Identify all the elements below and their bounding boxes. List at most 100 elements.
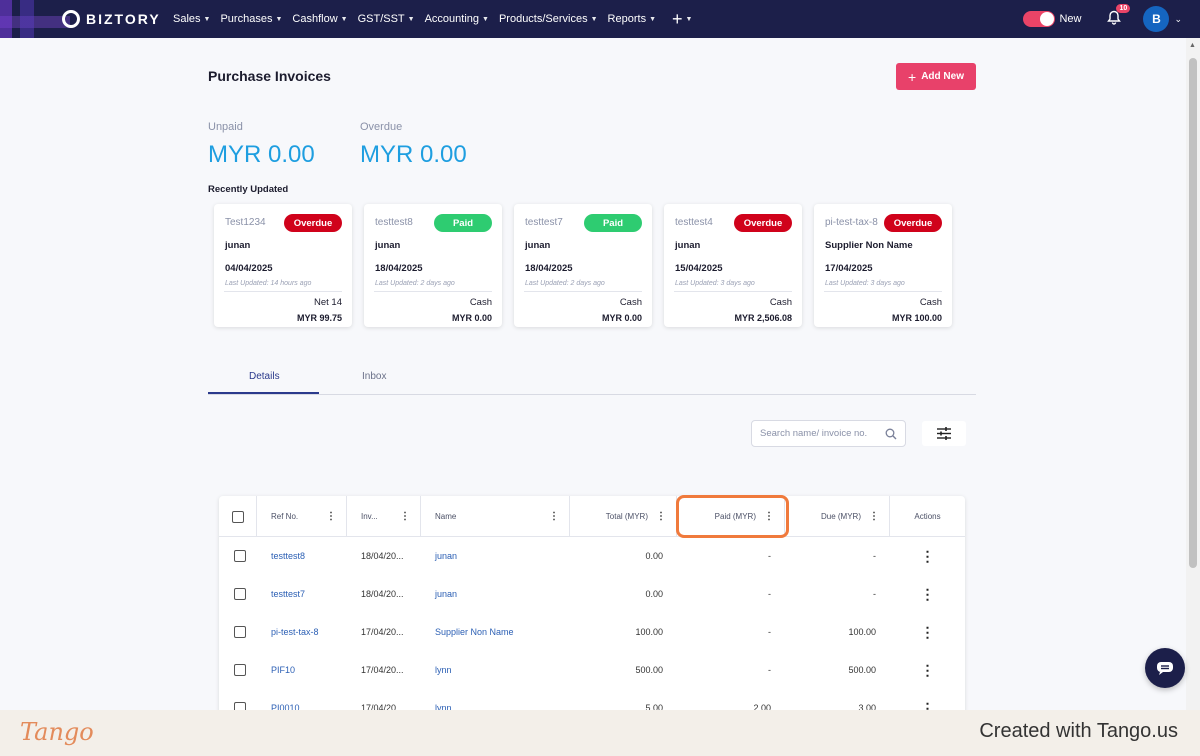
notifications-button[interactable]: 10 [1107, 3, 1131, 29]
row-checkbox[interactable] [234, 550, 246, 562]
header-total[interactable]: Total (MYR) ⋮ [570, 496, 677, 537]
header-ref-no[interactable]: Ref No. ⋮ [257, 496, 347, 537]
supplier-name-link[interactable]: junan [435, 551, 458, 561]
logo-mark-icon [62, 10, 80, 28]
column-menu-icon[interactable]: ⋮ [869, 511, 879, 522]
recent-invoice-card[interactable]: testtest4 Overdue junan 15/04/2025 Last … [664, 204, 802, 327]
ref-no-link[interactable]: testtest8 [271, 551, 306, 561]
scroll-up-arrow-icon[interactable]: ▲ [1189, 42, 1196, 49]
add-new-button[interactable]: + Add New [896, 63, 976, 90]
search-box [751, 420, 906, 447]
top-navbar: BIZTORY Sales ▼ Purchases ▼ Cashflow ▼ GST/… [0, 0, 1200, 38]
nav-accounting-label: Accounting [424, 13, 480, 25]
card-ref: testtest7 [525, 217, 563, 228]
plus-icon: + [672, 8, 683, 29]
supplier-name-link[interactable]: lynn [435, 703, 452, 713]
total-value: 100.00 [635, 627, 663, 637]
card-last-updated: Last Updated: 2 days ago [375, 280, 455, 287]
recent-invoice-card[interactable]: testtest7 Paid junan 18/04/2025 Last Upd… [514, 204, 652, 327]
ref-no-link[interactable]: pi-test-tax-8 [271, 627, 319, 637]
brand-logo[interactable]: BIZTORY [0, 0, 160, 38]
new-ui-toggle[interactable] [1023, 11, 1056, 27]
search-input[interactable] [760, 428, 878, 439]
header-name[interactable]: Name ⋮ [421, 496, 570, 537]
tango-logo: Tango [20, 718, 94, 746]
avatar[interactable]: B [1143, 6, 1170, 32]
nav-reports[interactable]: Reports ▼ [603, 13, 661, 25]
table-row[interactable]: PIF10 17/04/20... lynn 500.00 - 500.00 ⋮ [219, 651, 965, 689]
card-divider [524, 291, 642, 292]
row-actions-menu-icon[interactable]: ⋮ [920, 585, 935, 602]
row-actions-menu-icon[interactable]: ⋮ [920, 623, 935, 640]
card-payment-term: Cash [469, 297, 492, 308]
nav-cashflow[interactable]: Cashflow ▼ [287, 13, 352, 25]
select-all-checkbox[interactable] [231, 510, 244, 523]
nav-accounting[interactable]: Accounting ▼ [420, 13, 494, 25]
ref-no-link[interactable]: testtest7 [271, 589, 306, 599]
search-icon[interactable] [885, 428, 897, 440]
tab-details[interactable]: Details [249, 371, 280, 382]
chevron-down-icon[interactable]: ⌄ [1174, 13, 1182, 24]
chevron-down-icon: ▼ [275, 15, 283, 23]
nav-purchases-label: Purchases [220, 13, 273, 25]
card-divider [374, 291, 492, 292]
column-menu-icon[interactable]: ⋮ [656, 511, 666, 522]
total-value: 5.00 [645, 703, 663, 713]
row-checkbox[interactable] [234, 626, 246, 638]
recent-invoice-card[interactable]: testtest8 Paid junan 18/04/2025 Last Upd… [364, 204, 502, 327]
due-value: 500.00 [848, 665, 876, 675]
table-row[interactable]: pi-test-tax-8 17/04/20... Supplier Non N… [219, 613, 965, 651]
card-amount: MYR 2,506.08 [734, 313, 792, 323]
supplier-name-link[interactable]: junan [435, 589, 458, 599]
supplier-name-link[interactable]: lynn [435, 665, 452, 675]
row-checkbox[interactable] [234, 664, 246, 676]
nav-gst-sst[interactable]: GST/SST ▼ [353, 13, 420, 25]
chevron-down-icon: ▼ [649, 15, 657, 23]
page-scrollbar[interactable]: ▲ [1186, 38, 1200, 710]
nav-quick-add[interactable]: + ▼ [661, 9, 697, 30]
header-invoice-date[interactable]: Inv... ⋮ [347, 496, 421, 537]
status-badge: Paid [584, 214, 642, 232]
column-menu-icon[interactable]: ⋮ [764, 511, 774, 522]
recent-invoice-card[interactable]: Test1234 Overdue junan 04/04/2025 Last U… [214, 204, 352, 327]
card-amount: MYR 0.00 [601, 313, 642, 323]
card-divider [674, 291, 792, 292]
top-right-controls: New 10 B ⌄ [1023, 0, 1182, 38]
row-select-cell [234, 613, 246, 651]
column-menu-icon[interactable]: ⋮ [326, 511, 336, 522]
table-row[interactable]: testtest8 18/04/20... junan 0.00 - - ⋮ [219, 537, 965, 575]
header-total-label: Total (MYR) [605, 512, 648, 521]
card-last-updated: Last Updated: 2 days ago [525, 280, 605, 287]
column-settings-button[interactable] [922, 421, 966, 446]
recent-invoice-card[interactable]: pi-test-tax-8 Overdue Supplier Non Name … [814, 204, 952, 327]
column-menu-icon[interactable]: ⋮ [400, 511, 410, 522]
unpaid-value: MYR 0.00 [208, 141, 315, 168]
row-actions-menu-icon[interactable]: ⋮ [920, 547, 935, 564]
ref-no-link[interactable]: PI0010 [271, 703, 300, 713]
row-checkbox[interactable] [234, 588, 246, 600]
card-last-updated: Last Updated: 14 hours ago [225, 280, 312, 287]
header-actions: Actions [914, 512, 941, 521]
nav-products-services[interactable]: Products/Services ▼ [494, 13, 603, 25]
nav-sales[interactable]: Sales ▼ [168, 13, 215, 25]
table-row[interactable]: testtest7 18/04/20... junan 0.00 - - ⋮ [219, 575, 965, 613]
nav-purchases[interactable]: Purchases ▼ [215, 13, 287, 25]
scrollbar-thumb[interactable] [1189, 58, 1197, 568]
notification-count-badge: 10 [1116, 3, 1131, 13]
header-paid[interactable]: Paid (MYR) ⋮ [677, 496, 785, 537]
row-actions-menu-icon[interactable]: ⋮ [920, 661, 935, 678]
tab-inbox[interactable]: Inbox [362, 371, 387, 382]
card-last-updated: Last Updated: 3 days ago [825, 280, 905, 287]
due-value: 100.00 [848, 627, 876, 637]
ref-no-link[interactable]: PIF10 [271, 665, 296, 675]
chat-support-button[interactable] [1145, 648, 1185, 688]
card-ref: testtest8 [375, 217, 413, 228]
supplier-name-link[interactable]: Supplier Non Name [435, 627, 514, 637]
card-supplier-name: junan [675, 240, 701, 251]
overdue-label: Overdue [360, 121, 403, 133]
paid-value: 2.00 [753, 703, 771, 713]
logo-pixel-pattern [0, 0, 70, 38]
column-menu-icon[interactable]: ⋮ [549, 511, 559, 522]
header-due[interactable]: Due (MYR) ⋮ [785, 496, 890, 537]
overdue-value: MYR 0.00 [360, 141, 467, 168]
